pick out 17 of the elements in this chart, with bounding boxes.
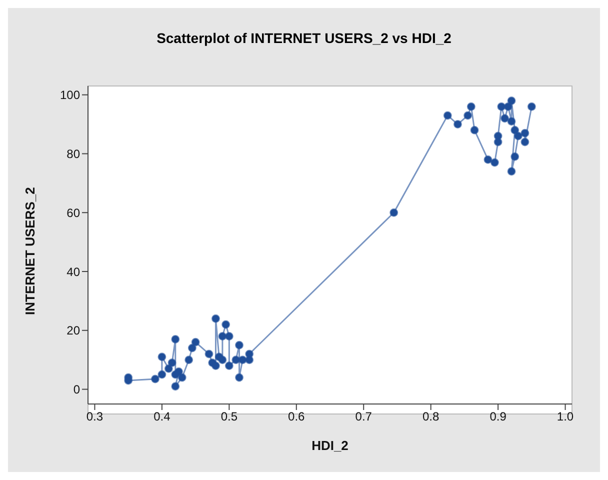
y-tick-label: 20 bbox=[66, 324, 80, 338]
y-axis-title: INTERNET USERS_2 bbox=[22, 187, 38, 315]
x-tick-label: 0.6 bbox=[288, 410, 306, 424]
x-tick-label: 0.4 bbox=[154, 410, 171, 424]
x-tick-label: 0.5 bbox=[220, 410, 238, 424]
y-tick-label: 100 bbox=[60, 88, 80, 102]
x-tick-label: 1.0 bbox=[556, 410, 574, 424]
x-tick-label: 0.8 bbox=[422, 410, 440, 424]
y-tick-label: 0 bbox=[73, 382, 80, 397]
x-tick-label: 0.9 bbox=[490, 410, 507, 424]
x-axis-title: HDI_2 bbox=[312, 438, 348, 453]
y-tick-label: 40 bbox=[66, 264, 80, 279]
x-tick-label: 0.3 bbox=[86, 410, 104, 424]
y-tick-label: 60 bbox=[66, 206, 80, 220]
y-tick-label: 80 bbox=[66, 146, 80, 161]
x-tick-label: 0.7 bbox=[355, 410, 372, 424]
chart-title: Scatterplot of INTERNET USERS_2 vs HDI_2 bbox=[156, 30, 452, 46]
